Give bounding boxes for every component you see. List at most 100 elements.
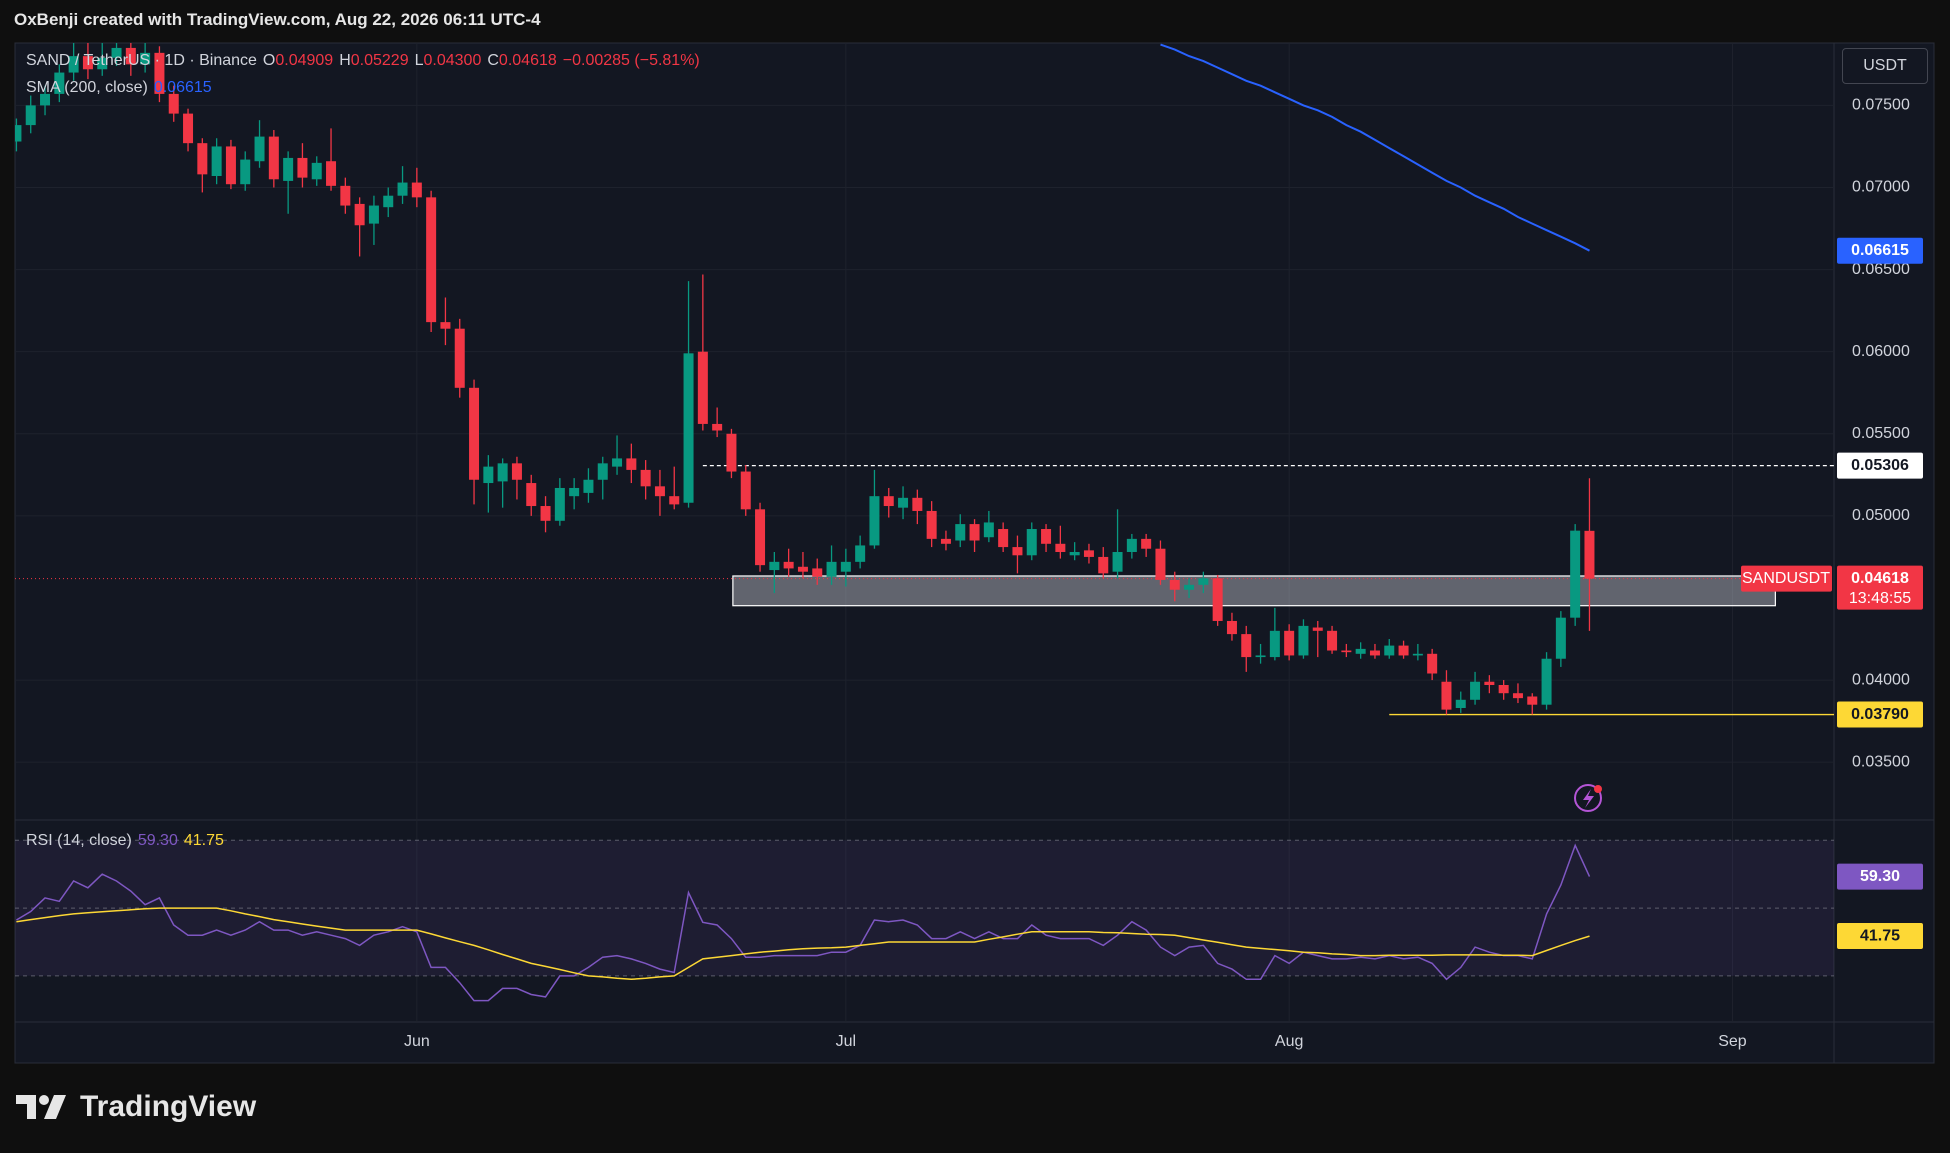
candle-body	[68, 56, 79, 73]
candle-body	[1312, 627, 1323, 631]
candle-body	[140, 52, 151, 65]
candle-body	[1541, 658, 1552, 705]
rsi-value: 59.30	[137, 832, 178, 849]
grid	[15, 43, 1834, 1022]
y-tick-label: 0.05000	[1852, 507, 1910, 524]
candle-body	[840, 561, 851, 572]
sma-badge-bg	[1837, 237, 1923, 264]
candle-body	[1184, 584, 1195, 590]
candle-body	[1512, 693, 1523, 699]
candle-body	[540, 506, 551, 521]
alert-ring	[1574, 784, 1602, 812]
candle-body	[712, 423, 723, 431]
rsi-ma-line	[16, 907, 1590, 981]
rsi-ma-value: 41.75	[183, 832, 224, 849]
ohlc-item: C0.04618	[487, 52, 556, 70]
logo-text: TradingView	[80, 1090, 257, 1123]
x-tick-label: Sep	[1718, 1033, 1747, 1050]
candle-body	[1555, 617, 1566, 659]
candle-body	[912, 497, 923, 511]
symbol-badge-bg	[1741, 565, 1832, 592]
ohlc-key: C	[487, 52, 499, 69]
ohlc-value: 0.04618	[498, 52, 557, 69]
candle-body	[998, 529, 1009, 548]
symbol-legend: SAND / TetherUS · 1D · Binance O0.04909 H0…	[26, 52, 700, 70]
candle-body	[1455, 699, 1466, 708]
candle-body	[1226, 620, 1237, 635]
candle-body	[82, 56, 93, 70]
candle-body	[797, 566, 808, 572]
candle-body	[1255, 655, 1266, 658]
candle-body	[740, 471, 751, 510]
candle-body	[225, 146, 236, 185]
candle-body	[640, 469, 651, 487]
rsi-badge: 59.30	[1860, 868, 1900, 885]
level-badge: 0.03790	[1851, 706, 1909, 723]
candle-body	[111, 47, 122, 58]
candle-body	[383, 195, 394, 208]
candle-body	[926, 510, 937, 539]
candle-body	[554, 487, 565, 521]
candle-body	[1398, 645, 1409, 656]
header: OxBenji created with TradingView.com, Au…	[14, 10, 541, 29]
axes: 0.03500 0.04000 0.05000 0.05500 0.06000 0.065…	[404, 97, 1923, 1050]
candle-body	[883, 496, 894, 507]
candle-body	[1341, 650, 1352, 653]
candle-body	[1026, 529, 1037, 556]
candle-body	[855, 545, 866, 562]
y-tick-label: 0.07000	[1852, 179, 1910, 196]
candle-body	[311, 162, 322, 180]
level-badge-bg	[1837, 701, 1923, 728]
ohlc-item: H0.05229	[339, 52, 408, 70]
candle-body	[526, 483, 537, 507]
candle-body	[326, 161, 337, 186]
candle-body	[354, 203, 365, 226]
candle-body	[1069, 552, 1080, 556]
candle-body	[40, 93, 51, 106]
candle-body	[483, 466, 494, 484]
ohlc-key: O	[262, 52, 276, 69]
rsi-legend: RSI (14, close) 59.30 41.75	[26, 832, 224, 850]
sma-name: SMA (200, close)	[26, 79, 148, 96]
candle-body	[869, 496, 880, 546]
ohlc-key: H	[339, 52, 351, 69]
candle-body	[812, 568, 823, 577]
sma-line	[1160, 43, 1590, 252]
candle-body	[125, 47, 136, 65]
candle-body	[1527, 696, 1538, 705]
candle-body	[1484, 681, 1495, 686]
candle-body	[25, 105, 36, 126]
ohlc-key: L	[414, 52, 424, 69]
candle-body	[54, 72, 65, 94]
candle-body	[1355, 648, 1366, 654]
candle-body	[983, 522, 994, 538]
ohlc-value: 0.04300	[423, 52, 482, 69]
candle-body	[1198, 578, 1209, 585]
candle-body	[1369, 650, 1380, 656]
candle-body	[898, 497, 909, 508]
y-tick-label: 0.06500	[1852, 261, 1910, 278]
candle-body	[1012, 547, 1023, 556]
candle-body	[1427, 653, 1438, 674]
candle-body	[755, 509, 766, 566]
alert-icon	[1574, 784, 1602, 812]
candle-body	[1498, 685, 1509, 694]
candle-body	[1055, 543, 1066, 553]
symbol-badge: SANDUSDT	[1742, 570, 1830, 587]
currency-button[interactable]: USDT	[1842, 48, 1928, 84]
y-tick-label: 0.03500	[1852, 753, 1910, 770]
candle-body	[469, 387, 480, 480]
candle-body	[268, 136, 279, 180]
candle-body	[1570, 530, 1581, 618]
candle-body	[1327, 630, 1338, 651]
candle-body	[1126, 538, 1137, 553]
candle-body	[1269, 630, 1280, 658]
alert-dot	[1594, 785, 1602, 793]
last-price-badge: 0.04618	[1851, 570, 1909, 587]
alert-bolt	[1583, 789, 1594, 808]
candle-body	[583, 479, 594, 493]
candle-body	[569, 487, 580, 497]
candle-body	[1098, 556, 1109, 574]
